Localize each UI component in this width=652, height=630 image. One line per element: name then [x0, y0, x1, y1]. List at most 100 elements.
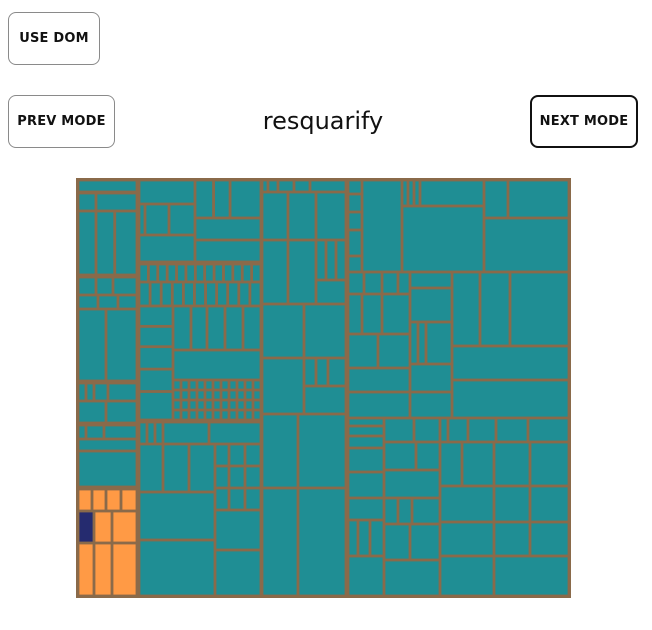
treemap-tile[interactable]	[221, 390, 229, 400]
treemap-tile[interactable]	[508, 180, 569, 218]
treemap-tile[interactable]	[158, 264, 167, 282]
treemap-tile[interactable]	[418, 322, 426, 364]
treemap-tile[interactable]	[195, 180, 213, 218]
treemap-tile[interactable]	[197, 400, 205, 410]
treemap-tile[interactable]	[94, 383, 108, 401]
treemap-tile[interactable]	[253, 380, 261, 390]
treemap-tile[interactable]	[197, 410, 205, 420]
treemap-tile[interactable]	[86, 383, 94, 401]
treemap-tile[interactable]	[139, 235, 195, 262]
treemap-tile[interactable]	[348, 498, 384, 520]
treemap-tile[interactable]	[410, 322, 418, 364]
treemap-tile[interactable]	[348, 436, 384, 448]
treemap-tile[interactable]	[484, 218, 569, 272]
treemap-tile[interactable]	[221, 380, 229, 390]
treemap-tile[interactable]	[348, 556, 384, 596]
treemap-tile[interactable]	[304, 358, 316, 386]
treemap-tile[interactable]	[148, 264, 158, 282]
treemap-tile[interactable]	[98, 295, 118, 309]
treemap-tile[interactable]	[163, 422, 209, 444]
treemap-tile[interactable]	[278, 180, 294, 192]
treemap-tile[interactable]	[440, 556, 494, 596]
treemap-tile[interactable]	[402, 180, 408, 206]
treemap-tile[interactable]	[78, 451, 137, 487]
treemap-tile[interactable]	[245, 488, 261, 510]
treemap-tile[interactable]	[189, 390, 197, 400]
treemap-tile[interactable]	[384, 442, 416, 470]
treemap-tile[interactable]	[370, 520, 384, 556]
treemap-tile[interactable]	[494, 442, 530, 486]
treemap-tile[interactable]	[348, 194, 362, 212]
treemap-tile[interactable]	[229, 400, 237, 410]
treemap-tile[interactable]	[115, 211, 137, 275]
treemap-tile[interactable]	[440, 522, 494, 556]
treemap-tile[interactable]	[288, 240, 316, 304]
treemap-tile[interactable]	[262, 488, 298, 596]
treemap-tile[interactable]	[161, 282, 172, 306]
treemap-tile[interactable]	[245, 444, 261, 466]
treemap-tile[interactable]	[139, 492, 215, 540]
treemap-tile[interactable]	[78, 309, 106, 381]
treemap-tile[interactable]	[181, 410, 189, 420]
treemap-tile[interactable]	[252, 264, 261, 282]
treemap-tile[interactable]	[304, 386, 346, 414]
treemap-tile[interactable]	[402, 206, 484, 272]
treemap-tile[interactable]	[262, 192, 288, 240]
treemap-tile[interactable]	[245, 410, 253, 420]
treemap-tile[interactable]	[213, 410, 221, 420]
use-dom-button[interactable]: USE DOM	[8, 12, 100, 65]
treemap-tile[interactable]	[294, 180, 310, 192]
treemap-tile[interactable]	[163, 444, 189, 492]
treemap-tile[interactable]	[205, 390, 213, 400]
treemap-tile[interactable]	[348, 392, 410, 418]
treemap-tile[interactable]	[416, 442, 440, 470]
treemap-tile[interactable]	[214, 264, 223, 282]
treemap-tile[interactable]	[268, 180, 278, 192]
treemap-tile[interactable]	[262, 240, 288, 304]
treemap-tile[interactable]	[262, 304, 304, 358]
treemap-tile[interactable]	[225, 306, 243, 350]
treemap-tile[interactable]	[528, 418, 569, 442]
treemap-tile[interactable]	[155, 422, 163, 444]
treemap-tile[interactable]	[494, 556, 569, 596]
treemap-tile[interactable]	[86, 425, 104, 439]
treemap-tile[interactable]	[384, 470, 440, 498]
treemap-tile[interactable]	[410, 364, 452, 392]
treemap-tile[interactable]	[139, 369, 173, 391]
treemap-tile[interactable]	[237, 390, 245, 400]
treemap-tile[interactable]	[448, 418, 468, 442]
treemap-tile[interactable]	[398, 272, 410, 294]
treemap-tile[interactable]	[245, 400, 253, 410]
treemap-tile[interactable]	[173, 390, 181, 400]
treemap-tile[interactable]	[229, 466, 245, 488]
treemap-tile[interactable]	[213, 390, 221, 400]
treemap-tile[interactable]	[139, 264, 148, 282]
treemap-tile[interactable]	[215, 488, 229, 510]
treemap-tile[interactable]	[224, 264, 233, 282]
treemap-tile[interactable]	[348, 426, 384, 436]
treemap[interactable]	[76, 178, 571, 598]
next-mode-button[interactable]: NEXT MODE	[530, 95, 638, 148]
treemap-tile[interactable]	[378, 334, 410, 368]
treemap-tile[interactable]	[113, 277, 137, 295]
treemap-tile[interactable]	[229, 444, 245, 466]
treemap-tile[interactable]	[348, 256, 362, 272]
treemap-tile[interactable]	[440, 486, 494, 522]
treemap-tile[interactable]	[530, 522, 569, 556]
treemap-tile[interactable]	[104, 425, 137, 439]
treemap-tile[interactable]	[172, 282, 183, 306]
treemap-tile[interactable]	[139, 306, 173, 326]
treemap-tile[interactable]	[484, 180, 508, 218]
treemap-tile[interactable]	[78, 425, 86, 439]
treemap-tile[interactable]	[414, 180, 420, 206]
treemap-tile[interactable]	[253, 390, 261, 400]
treemap-tile[interactable]	[189, 400, 197, 410]
treemap-tile[interactable]	[96, 277, 113, 295]
treemap-tile[interactable]	[229, 410, 237, 420]
treemap-tile[interactable]	[118, 295, 137, 309]
treemap-tile[interactable]	[462, 442, 494, 486]
treemap-tile[interactable]	[237, 380, 245, 390]
treemap-tile[interactable]	[139, 347, 173, 369]
treemap-tile[interactable]	[228, 282, 239, 306]
treemap-tile[interactable]	[237, 400, 245, 410]
